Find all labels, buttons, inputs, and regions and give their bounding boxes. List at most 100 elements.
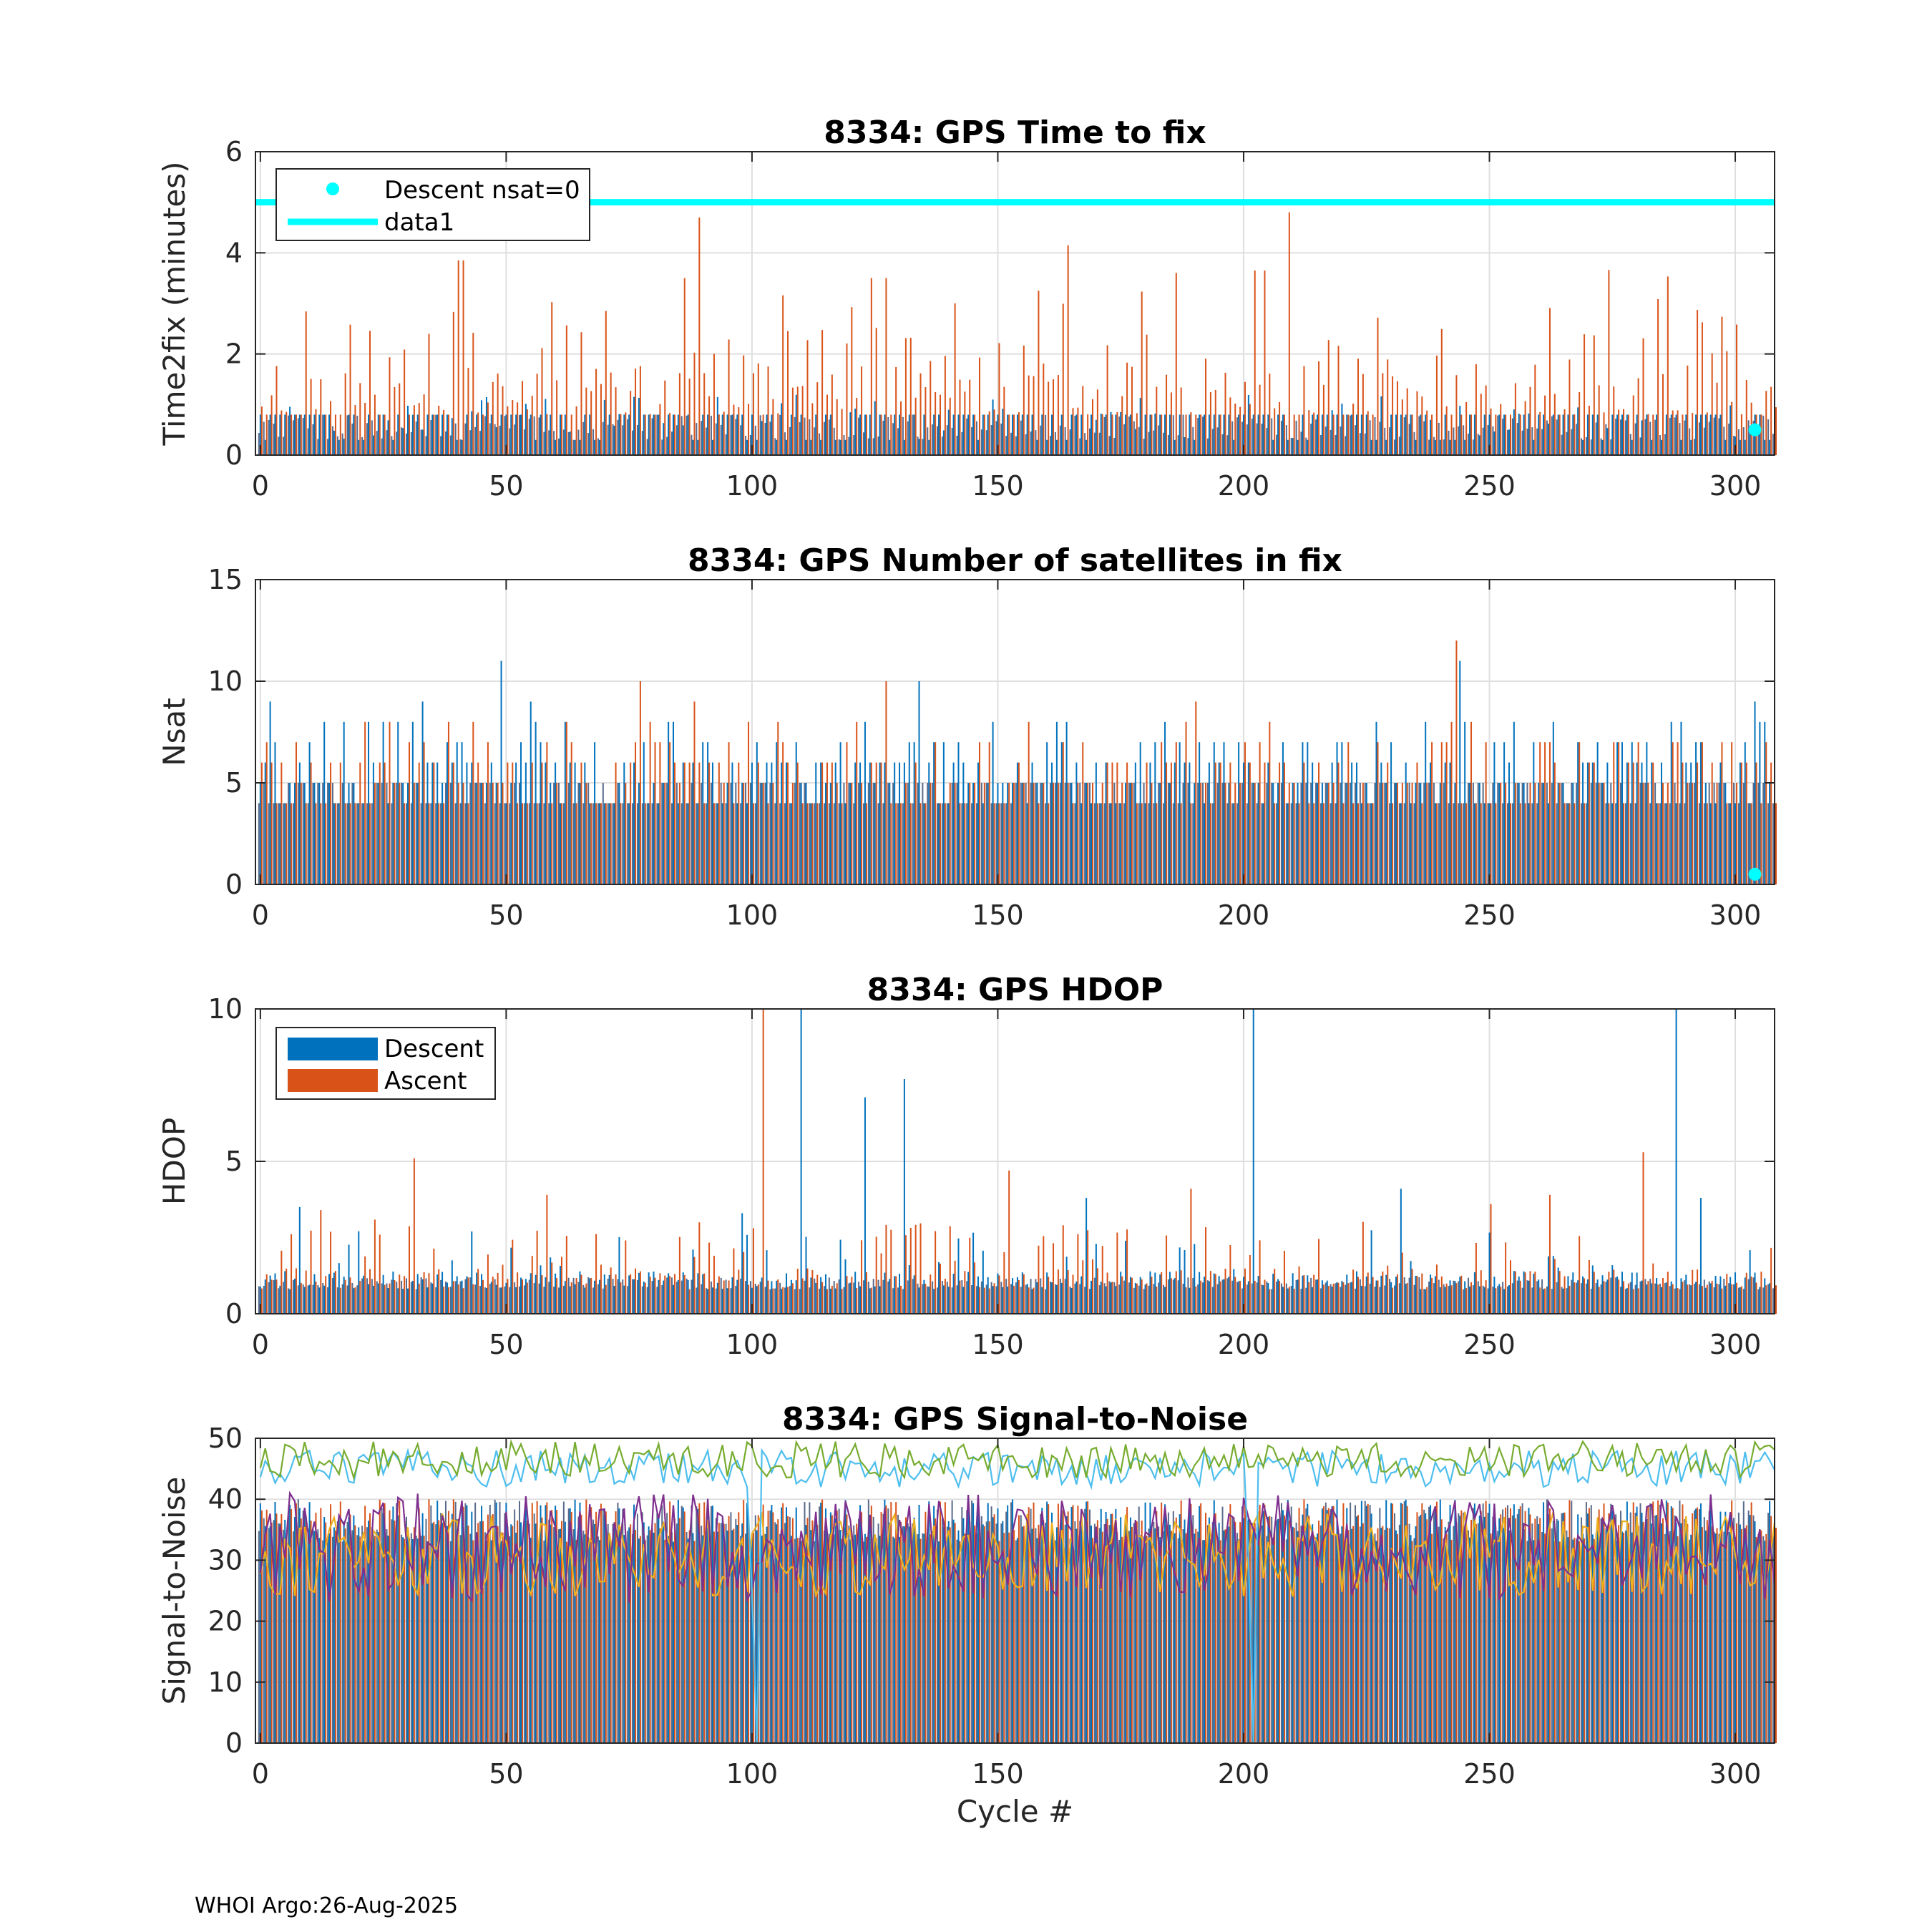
bar-ascent bbox=[1259, 1240, 1261, 1314]
bar-descent bbox=[967, 414, 970, 455]
bar-descent bbox=[1646, 1519, 1648, 1743]
bar-ascent bbox=[846, 742, 848, 884]
bar-descent bbox=[466, 414, 468, 455]
bar-ascent bbox=[1028, 721, 1030, 884]
bar-descent bbox=[899, 1536, 901, 1743]
bar-descent bbox=[1665, 1282, 1667, 1314]
bar-gray bbox=[592, 1287, 595, 1314]
bar-descent bbox=[894, 414, 896, 455]
bar-descent bbox=[323, 1285, 326, 1314]
bar-ascent bbox=[1740, 1528, 1742, 1743]
bar-ascent bbox=[590, 1507, 592, 1743]
bar-descent bbox=[1651, 762, 1653, 884]
bar-ascent bbox=[1062, 1509, 1064, 1743]
bar-ascent bbox=[1283, 414, 1285, 455]
bar-ascent bbox=[1431, 414, 1433, 455]
bar-ascent bbox=[1166, 1235, 1168, 1314]
bar-descent bbox=[1690, 1285, 1692, 1314]
bar-gray bbox=[675, 425, 678, 455]
bar-ascent bbox=[531, 396, 533, 455]
bar-descent bbox=[1729, 803, 1732, 884]
bar-ascent bbox=[1322, 803, 1324, 884]
bar-ascent bbox=[703, 1502, 706, 1743]
bar-descent bbox=[1055, 1527, 1058, 1743]
bar-ascent bbox=[404, 1538, 406, 1743]
bar-ascent bbox=[988, 411, 990, 455]
bar-ascent bbox=[1736, 783, 1738, 884]
bar-descent bbox=[781, 1507, 783, 1743]
bar-gray bbox=[1600, 783, 1602, 884]
bar-descent bbox=[849, 412, 852, 455]
bar-gray bbox=[528, 1279, 530, 1314]
bar-gray bbox=[1590, 1289, 1592, 1314]
bar-descent bbox=[1744, 742, 1746, 884]
bar-gray bbox=[1644, 783, 1646, 884]
bar-ascent bbox=[462, 1288, 464, 1314]
bar-gray bbox=[533, 803, 535, 884]
bar-descent bbox=[333, 1527, 335, 1743]
bar-gray bbox=[1718, 418, 1720, 455]
bar-gray bbox=[1463, 803, 1465, 884]
bar-gray bbox=[1413, 431, 1415, 455]
bar-ascent bbox=[1057, 1269, 1059, 1314]
bar-gray bbox=[1231, 1516, 1234, 1743]
bar-ascent bbox=[870, 278, 872, 455]
bar-gray bbox=[1571, 783, 1573, 884]
bar-gray bbox=[454, 1281, 457, 1314]
bar-ascent bbox=[1480, 394, 1482, 455]
bar-gray bbox=[489, 783, 491, 884]
bar-gray bbox=[946, 425, 948, 455]
bar-gray bbox=[1403, 1277, 1405, 1314]
bar-ascent bbox=[683, 762, 686, 884]
bar-ascent bbox=[944, 1502, 946, 1743]
bar-descent bbox=[1189, 762, 1191, 884]
bar-gray bbox=[454, 1501, 457, 1743]
bar-gray bbox=[1752, 1277, 1755, 1314]
bar-descent bbox=[1488, 414, 1491, 455]
bar-ascent bbox=[275, 1279, 278, 1314]
bar-gray bbox=[1050, 783, 1052, 884]
bar-gray bbox=[292, 1279, 294, 1314]
bar-gray bbox=[1251, 783, 1253, 884]
bar-ascent bbox=[443, 409, 445, 455]
bar-descent bbox=[382, 721, 384, 884]
bar-descent bbox=[338, 1517, 340, 1743]
bar-gray bbox=[1246, 1521, 1248, 1743]
bar-descent bbox=[815, 1282, 817, 1314]
bar-descent bbox=[1660, 439, 1662, 455]
bar-descent bbox=[1336, 742, 1338, 884]
bar-descent bbox=[1100, 803, 1102, 884]
bar-ascent bbox=[526, 803, 528, 884]
bar-descent bbox=[756, 742, 758, 884]
bar-gray bbox=[1531, 1287, 1533, 1314]
bar-descent bbox=[1434, 1276, 1436, 1314]
bar-ascent bbox=[669, 742, 671, 884]
bar-ascent bbox=[1450, 1285, 1453, 1314]
bar-gray bbox=[376, 431, 378, 455]
bar-descent bbox=[598, 803, 600, 884]
bar-descent bbox=[1439, 439, 1441, 455]
bar-ascent bbox=[546, 742, 548, 884]
bar-gray bbox=[1737, 1512, 1740, 1743]
bar-descent bbox=[716, 396, 718, 455]
bar-gray bbox=[858, 417, 860, 455]
bar-ascent bbox=[885, 278, 887, 455]
bar-ascent bbox=[1736, 324, 1738, 455]
bar-descent bbox=[908, 414, 910, 455]
bar-gray bbox=[1000, 1282, 1002, 1314]
bar-gray bbox=[1713, 1287, 1715, 1314]
bar-gray bbox=[1177, 1538, 1179, 1743]
bar-descent bbox=[987, 1503, 989, 1743]
bar-gray bbox=[538, 1283, 540, 1314]
bar-ascent bbox=[1298, 414, 1300, 455]
bar-descent bbox=[1503, 1528, 1506, 1743]
bar-descent bbox=[638, 1538, 640, 1743]
bar-descent bbox=[328, 414, 331, 455]
bar-gray bbox=[1728, 1283, 1730, 1314]
bar-ascent bbox=[1013, 414, 1015, 455]
bar-gray bbox=[1202, 783, 1204, 884]
bar-descent bbox=[697, 439, 699, 455]
bar-ascent bbox=[1584, 334, 1586, 455]
bar-descent bbox=[1370, 1230, 1372, 1314]
bar-descent bbox=[889, 439, 891, 455]
